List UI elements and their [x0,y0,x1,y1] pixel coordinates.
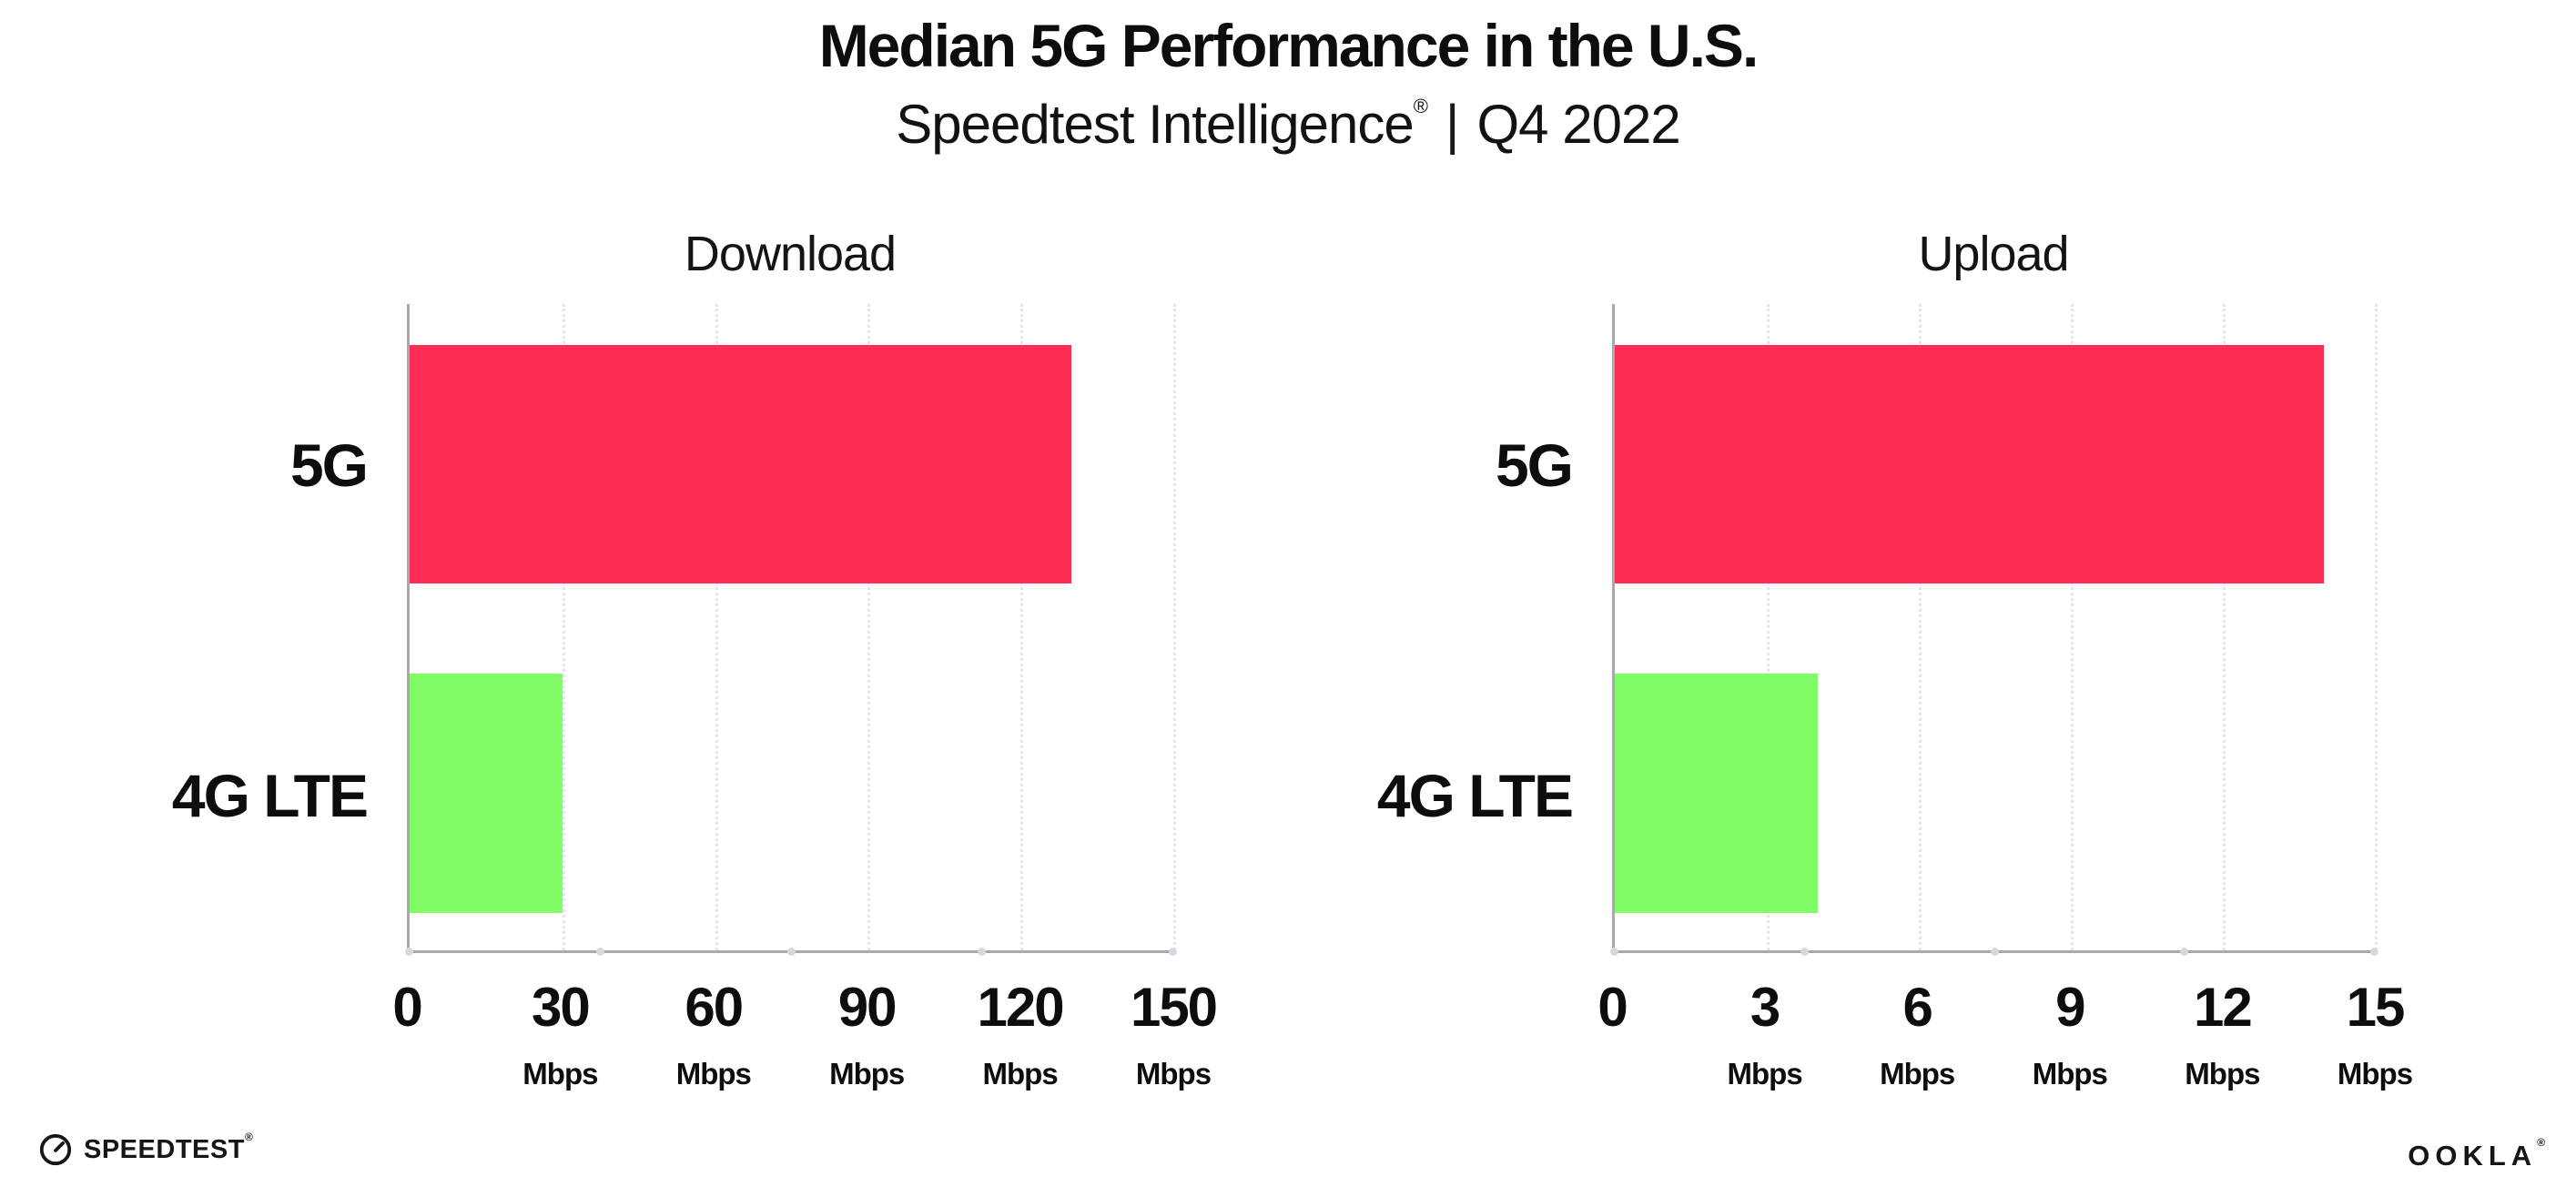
x-tick-3: 3 Mbps [1727,977,1803,1091]
gridline-30 [562,304,565,950]
download-plot-area [405,304,1177,956]
x-tick-value: 0 [1597,977,1628,1038]
registered-trademark-icon: ® [1413,95,1428,117]
x-tick-value: 60 [685,977,744,1038]
x-tick-30: 30 Mbps [522,977,598,1091]
speedtest-gauge-icon [39,1133,72,1166]
category-label-4g-lte: 4G LTE [1376,761,1574,829]
axis-dot [1169,948,1177,956]
x-tick-unit: Mbps [1135,1057,1212,1090]
axis-dot [2370,948,2378,956]
x-tick-unit: Mbps [1880,1057,1955,1090]
x-tick-unit: Mbps [829,1057,905,1090]
upload-x-axis: 0 3 Mbps 6 Mbps 9 Mbps 12 Mbps 15 Mbps [1597,953,2413,1112]
bar-5g [410,344,1072,584]
category-label-5g: 5G [1495,431,1574,499]
upload-chart: Upload 5G 4G LTE 0 3 Mbps 6 Mbps 9 Mbps 12 Mbps 15… [1377,227,2413,1090]
gridline-90 [867,304,871,950]
subtitle-period: Q4 2022 [1476,94,1681,155]
download-chart: Download 5G 4G LTE 0 30 Mbps 60 Mbps 90 Mbps 120… [172,227,1218,1090]
bar-4g-lte [1615,674,1818,913]
x-tick-value: 3 [1749,977,1780,1038]
gridline-9 [2071,304,2074,950]
x-tick-value: 120 [977,977,1065,1038]
axis-dot [405,948,413,956]
page-title: Median 5G Performance in the U.S. [818,12,1760,79]
gridline-6 [1919,304,1922,950]
x-tick-unit: Mbps [2185,1057,2260,1090]
x-tick-unit: Mbps [1727,1057,1803,1090]
gridline-3 [1767,304,1770,950]
ookla-registered-mark: ® [2537,1135,2545,1149]
page-subtitle: Speedtest Intelligence® | Q4 2022 [0,93,2576,156]
x-tick-0: 0 [1597,977,1628,1038]
x-tick-15: 15 Mbps [2337,977,2413,1091]
x-tick-value: 150 [1130,977,1218,1038]
gridline-60 [715,304,718,950]
x-tick-value: 12 [2194,977,2253,1038]
speedtest-logo: SPEEDTEST® [38,1130,254,1167]
ookla-wordmark: OOKLA [2408,1140,2538,1172]
x-tick-unit: Mbps [982,1057,1059,1090]
axis-dot [595,948,604,956]
x-tick-value: 15 [2346,977,2406,1038]
bar-5g [1615,344,2325,584]
gridline-120 [1020,304,1024,950]
x-tick-9: 9 Mbps [2032,977,2108,1091]
gridline-150 [1173,304,1176,950]
axis-dot [2180,948,2189,956]
x-tick-0: 0 [392,977,422,1038]
subtitle-separator: | [1445,94,1460,155]
subtitle-brand: Speedtest Intelligence [896,94,1414,155]
gridline-12 [2223,304,2226,950]
x-tick-90: 90 Mbps [829,977,905,1091]
x-tick-unit: Mbps [2337,1057,2413,1090]
x-tick-150: 150 Mbps [1130,977,1218,1091]
x-tick-value: 30 [532,977,591,1038]
upload-plot-area [1610,304,2378,956]
x-tick-value: 6 [1902,977,1932,1038]
x-tick-unit: Mbps [522,1057,598,1090]
speedtest-registered-mark: ® [244,1130,254,1143]
axis-dot [1800,948,1809,956]
download-chart-title: Download [684,227,897,281]
x-tick-120: 120 Mbps [977,977,1065,1091]
download-x-axis: 0 30 Mbps 60 Mbps 90 Mbps 120 Mbps 150 Mbps [392,953,1218,1112]
x-tick-60: 60 Mbps [675,977,752,1091]
gridline-15 [2375,304,2378,950]
axis-dot [1990,948,1999,956]
ookla-logo: OOKLA® [2408,1136,2545,1172]
x-tick-value: 90 [837,977,898,1038]
bar-4g-lte [410,674,563,913]
x-tick-value: 9 [2055,977,2085,1038]
x-tick-unit: Mbps [2032,1057,2108,1090]
speedtest-wordmark: SPEEDTEST® [84,1130,254,1164]
x-tick-unit: Mbps [675,1057,752,1090]
upload-chart-title: Upload [1918,227,2069,281]
axis-dot [978,948,987,956]
x-tick-6: 6 Mbps [1880,977,1955,1091]
x-tick-12: 12 Mbps [2185,977,2260,1091]
axis-dot [786,948,796,956]
axis-dot [1610,948,1618,956]
category-label-4g-lte: 4G LTE [171,761,369,829]
category-label-5g: 5G [289,431,369,499]
x-tick-value: 0 [392,977,422,1038]
